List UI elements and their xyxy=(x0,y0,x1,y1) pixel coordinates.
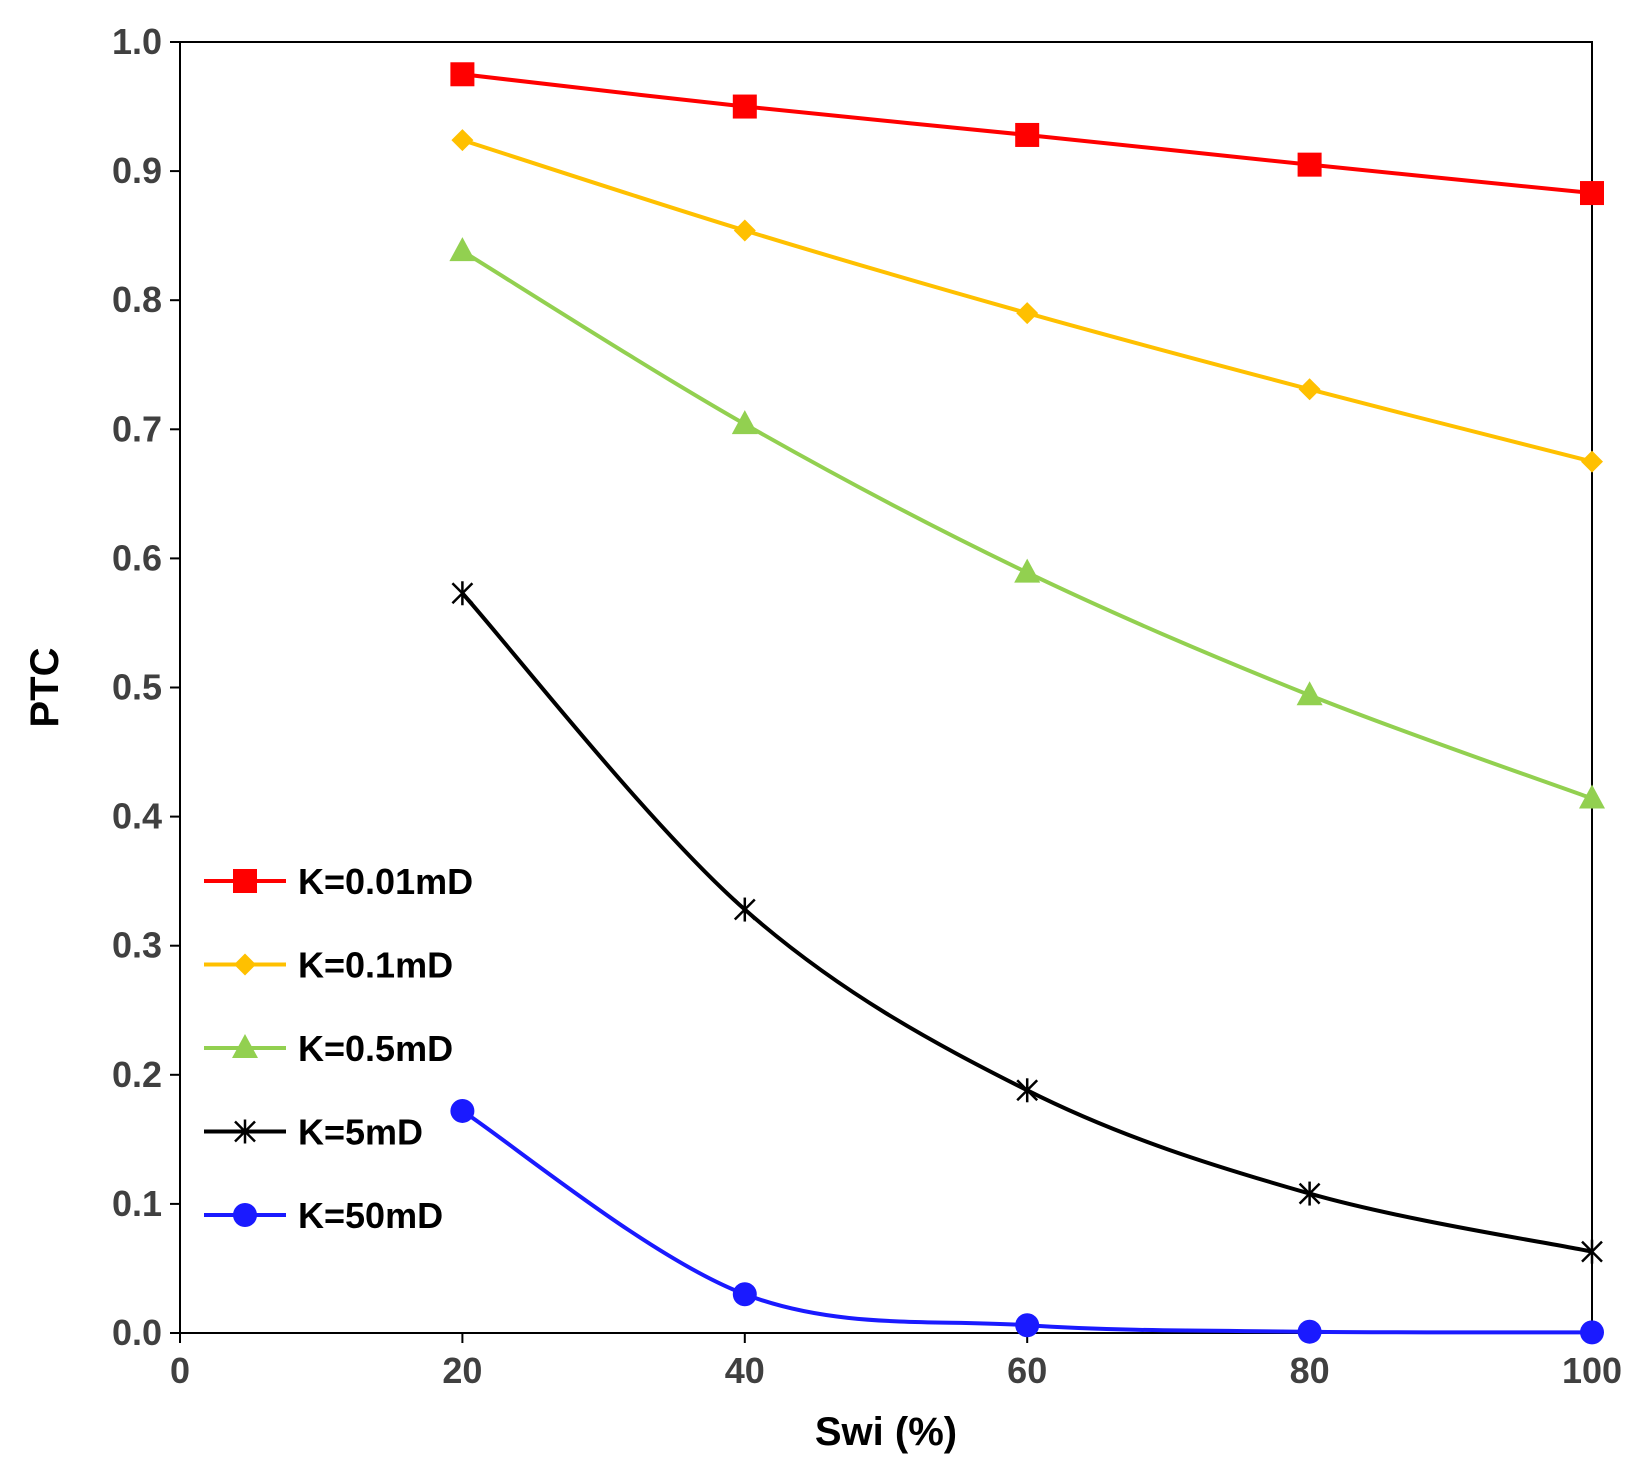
data-point xyxy=(1298,378,1321,401)
y-axis-title: PTC xyxy=(23,648,67,728)
data-point xyxy=(450,1098,475,1123)
y-tick-label: 0.4 xyxy=(112,796,162,837)
data-point xyxy=(1297,152,1322,177)
legend-item: K=0.5mD xyxy=(204,1028,453,1069)
legend: K=0.01mD K=0.1mD K=0.5mD K=5mD K=50mD xyxy=(204,861,473,1236)
legend-marker xyxy=(233,1203,257,1227)
data-point xyxy=(1016,302,1039,325)
legend-item: K=0.01mD xyxy=(204,861,473,902)
data-point xyxy=(732,1282,757,1307)
data-point xyxy=(1579,784,1605,809)
series-K=0.5mD xyxy=(449,237,1605,809)
x-axis: 0 20 40 60 80 100 xyxy=(170,1333,1622,1391)
data-point xyxy=(1016,1078,1039,1103)
data-point xyxy=(1297,1319,1322,1344)
series-K=0.01mD xyxy=(450,62,1604,206)
y-tick-label: 0.1 xyxy=(112,1183,162,1224)
y-tick-label: 0.6 xyxy=(112,537,162,578)
data-point xyxy=(733,897,756,922)
data-point xyxy=(451,581,474,606)
y-tick-label: 1.0 xyxy=(112,21,162,62)
data-point xyxy=(1580,181,1604,206)
series-K=5mD xyxy=(451,581,1603,1264)
data-point xyxy=(732,94,757,119)
data-point xyxy=(1581,450,1603,473)
y-tick-label: 0.9 xyxy=(112,150,162,191)
data-point xyxy=(450,62,475,87)
legend-marker xyxy=(233,869,257,893)
y-tick-label: 0.7 xyxy=(112,408,162,449)
data-point xyxy=(731,410,758,435)
data-point xyxy=(1014,558,1041,583)
x-tick-label: 40 xyxy=(725,1350,765,1391)
y-tick-label: 0.2 xyxy=(112,1054,162,1095)
data-point xyxy=(1015,122,1040,147)
y-tick-label: 0.0 xyxy=(112,1312,162,1353)
legend-item: K=0.1mD xyxy=(204,945,453,986)
data-point xyxy=(733,219,756,242)
series-layer xyxy=(449,62,1605,1345)
x-tick-label: 0 xyxy=(170,1350,190,1391)
legend-label: K=50mD xyxy=(298,1195,443,1236)
legend-item: K=50mD xyxy=(204,1195,443,1236)
x-tick-label: 80 xyxy=(1290,1350,1330,1391)
data-point xyxy=(1298,1181,1321,1206)
legend-label: K=0.01mD xyxy=(298,861,473,902)
legend-marker xyxy=(234,1119,256,1144)
data-point xyxy=(451,129,474,152)
series-line xyxy=(461,138,1593,464)
legend-marker xyxy=(232,1034,258,1058)
y-tick-label: 0.5 xyxy=(112,667,162,708)
legend-item: K=5mD xyxy=(204,1112,423,1153)
data-point xyxy=(1296,681,1323,706)
series-K=50mD xyxy=(450,1098,1604,1345)
series-line xyxy=(460,591,1593,1254)
series-line xyxy=(461,249,1593,801)
y-tick-label: 0.8 xyxy=(112,279,162,320)
data-point xyxy=(449,237,476,262)
legend-label: K=0.1mD xyxy=(298,945,453,986)
series-K=0.1mD xyxy=(451,129,1603,473)
data-point xyxy=(1581,1239,1603,1264)
y-tick-label: 0.3 xyxy=(112,925,162,966)
data-point xyxy=(1015,1313,1040,1338)
legend-label: K=0.5mD xyxy=(298,1028,453,1069)
x-tick-label: 20 xyxy=(442,1350,482,1391)
x-tick-label: 100 xyxy=(1562,1350,1622,1391)
legend-label: K=5mD xyxy=(298,1112,423,1153)
x-axis-title: Swi (%) xyxy=(815,1410,957,1454)
data-point xyxy=(1580,1320,1604,1345)
legend-marker xyxy=(234,953,256,976)
x-tick-label: 60 xyxy=(1007,1350,1047,1391)
y-axis: 0.0 0.1 0.2 0.3 0.4 0.5 0.6 0.7 0.8 0.9 1.0 xyxy=(112,21,180,1353)
